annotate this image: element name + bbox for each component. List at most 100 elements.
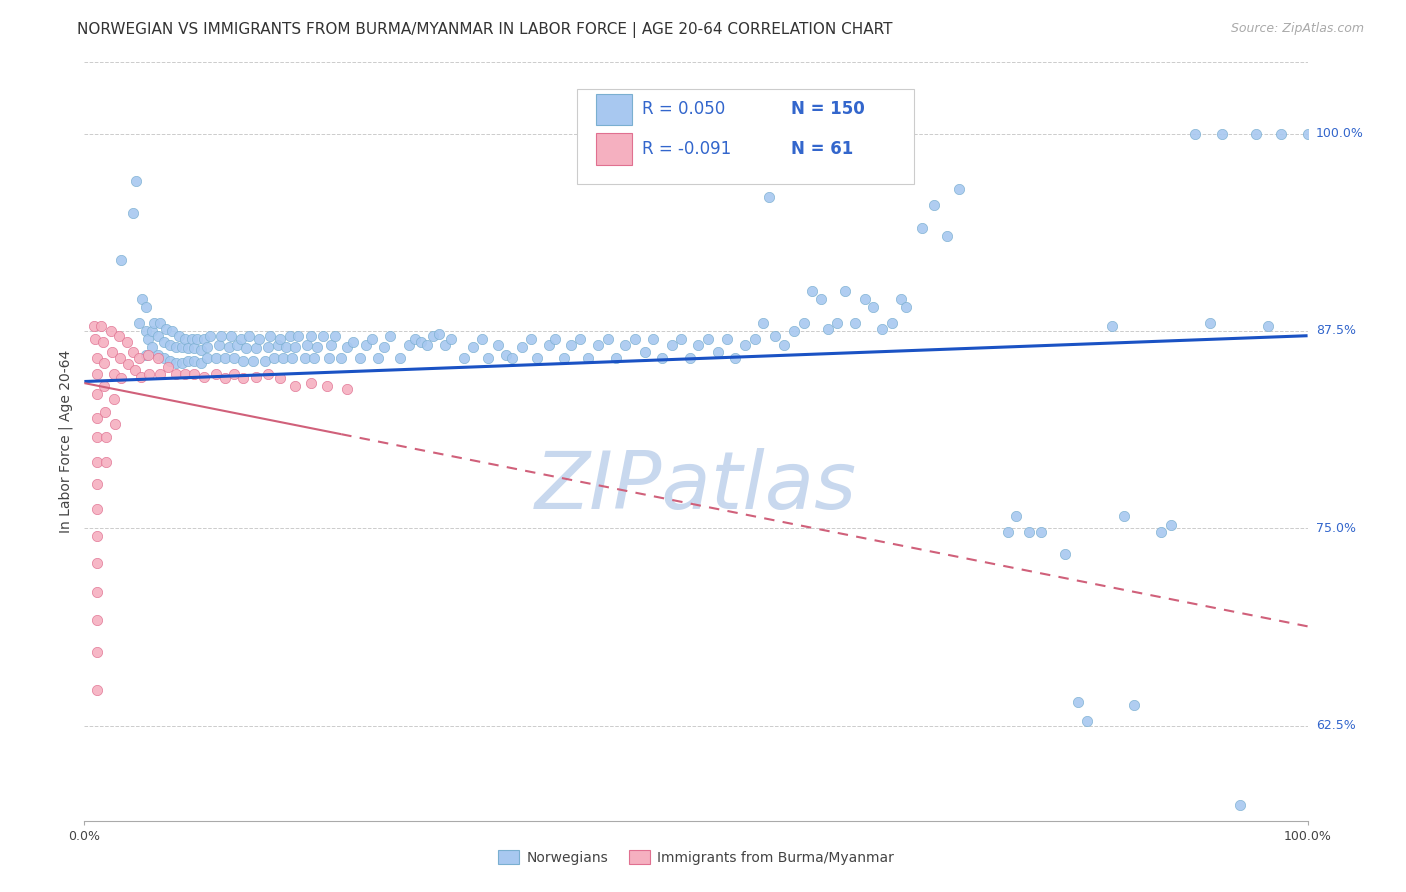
Point <box>222 351 245 365</box>
Point <box>214 371 236 385</box>
Point <box>129 369 152 384</box>
Point <box>172 355 194 369</box>
Point <box>122 205 145 219</box>
Point <box>810 293 832 307</box>
Point <box>190 355 212 369</box>
Point <box>697 332 720 346</box>
Point <box>880 316 903 330</box>
Point <box>388 351 411 365</box>
Point <box>91 334 114 349</box>
Point <box>765 328 787 343</box>
Point <box>825 316 848 330</box>
Point <box>238 328 260 343</box>
Point <box>1257 319 1279 334</box>
Point <box>1270 127 1292 141</box>
Point <box>226 338 249 352</box>
Point <box>209 328 232 343</box>
Legend: Norwegians, Immigrants from Burma/Myanmar: Norwegians, Immigrants from Burma/Myanma… <box>494 845 898 871</box>
Point <box>409 334 432 349</box>
Point <box>398 338 420 352</box>
Text: 87.5%: 87.5% <box>1316 325 1355 337</box>
Point <box>149 367 172 381</box>
Point <box>208 338 231 352</box>
Point <box>162 324 184 338</box>
Point <box>86 351 108 365</box>
Point <box>422 328 444 343</box>
Point <box>110 371 132 385</box>
Point <box>544 332 567 346</box>
Point <box>181 332 204 346</box>
Point <box>605 351 627 365</box>
Point <box>560 338 582 352</box>
Point <box>271 351 294 365</box>
Point <box>269 371 291 385</box>
Point <box>146 348 169 362</box>
Point <box>342 334 364 349</box>
Point <box>671 332 693 346</box>
Text: Source: ZipAtlas.com: Source: ZipAtlas.com <box>1230 22 1364 36</box>
Point <box>586 338 609 352</box>
Point <box>1114 508 1136 523</box>
Point <box>177 354 200 368</box>
Point <box>214 351 236 365</box>
Point <box>724 351 747 365</box>
Point <box>1184 127 1206 141</box>
Point <box>434 338 457 352</box>
Point <box>100 324 122 338</box>
Point <box>165 340 187 354</box>
Point <box>520 332 543 346</box>
Point <box>193 332 215 346</box>
Point <box>312 328 335 343</box>
Y-axis label: In Labor Force | Age 20-64: In Labor Force | Age 20-64 <box>59 350 73 533</box>
Point <box>195 340 218 354</box>
Point <box>661 338 683 352</box>
Point <box>427 327 450 342</box>
Point <box>96 430 118 444</box>
Text: N = 61: N = 61 <box>792 140 853 158</box>
Point <box>1029 524 1052 539</box>
Point <box>526 351 548 365</box>
Point <box>276 340 298 354</box>
Point <box>146 328 169 343</box>
Point <box>86 455 108 469</box>
Point <box>287 328 309 343</box>
Point <box>440 332 463 346</box>
Point <box>853 293 876 307</box>
Point <box>167 328 190 343</box>
Point <box>1076 714 1098 728</box>
Point <box>205 367 228 381</box>
Point <box>890 293 912 307</box>
Point <box>568 332 591 346</box>
Point <box>299 376 322 390</box>
Point <box>159 338 181 352</box>
Point <box>155 322 177 336</box>
Point <box>86 367 108 381</box>
Point <box>793 316 815 330</box>
Point <box>935 229 957 244</box>
Point <box>349 351 371 365</box>
Point <box>862 300 884 314</box>
Point <box>135 348 157 362</box>
Point <box>136 348 159 362</box>
Point <box>624 332 647 346</box>
Point <box>596 332 619 346</box>
Point <box>633 344 655 359</box>
Point <box>471 332 494 346</box>
Point <box>245 342 267 356</box>
Point <box>110 252 132 267</box>
Point <box>614 338 637 352</box>
Text: 100.0%: 100.0% <box>1316 127 1364 140</box>
Point <box>510 340 533 354</box>
Point <box>1018 524 1040 539</box>
Point <box>86 529 108 543</box>
Point <box>870 322 893 336</box>
Point <box>1160 518 1182 533</box>
Point <box>235 342 257 356</box>
Text: ZIPatlas: ZIPatlas <box>534 448 858 526</box>
Point <box>173 367 195 381</box>
Point <box>495 348 517 362</box>
Point <box>135 300 157 314</box>
Point <box>1101 319 1123 334</box>
Point <box>83 319 105 334</box>
Point <box>183 342 205 356</box>
